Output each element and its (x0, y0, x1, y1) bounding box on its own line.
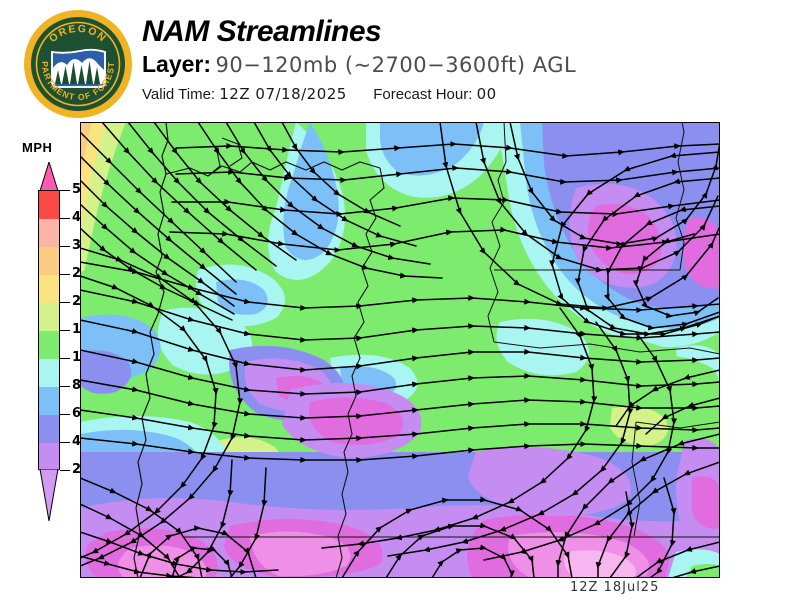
colorbar-tick-15 (60, 330, 70, 331)
colorbar-tick-8 (60, 386, 70, 387)
colorbar-tick-30 (60, 246, 70, 247)
colorbar-band-30 (39, 247, 59, 275)
forecast-hour-label: Forecast Hour: (373, 86, 473, 103)
colorbar-band-15 (39, 331, 59, 359)
colorbar-top-arrow-svg (39, 160, 59, 192)
streamline-paths (80, 122, 720, 578)
colorbar-band-8 (39, 387, 59, 415)
colorbar-tick-label-6: 6 (72, 406, 82, 421)
colorbar-tick-20 (60, 302, 70, 303)
colorbar-tick-label-8: 8 (72, 378, 82, 393)
colorbar-wrap: 504030252015108642 (38, 160, 90, 532)
colorbar-band-6 (39, 415, 59, 443)
valid-time-value: 12Z 07/18/2025 (219, 85, 347, 103)
colorbar-bottom-arrow (38, 468, 60, 522)
page-header: OREGON DEPARTMENT OF FORESTRY NAM Stream… (0, 0, 800, 118)
colorbar-tick-50 (60, 190, 70, 191)
logo-seal-svg: OREGON DEPARTMENT OF FORESTRY (18, 0, 132, 118)
colorbar-tick-4 (60, 442, 70, 443)
colorbar-band-50 (39, 191, 59, 219)
map-border (80, 122, 720, 578)
colorbar-band-10 (39, 359, 59, 387)
colorbar-bottom-arrow-svg (39, 468, 59, 522)
forecast-hour-value: 00 (476, 85, 497, 103)
colorbar-band-40 (39, 219, 59, 247)
colorbar-tick-10 (60, 358, 70, 359)
colorbar-band-25 (39, 275, 59, 303)
valid-time-line: Valid Time: 12Z 07/18/2025 Forecast Hour… (142, 84, 576, 105)
page-title: NAM Streamlines (142, 15, 382, 48)
colorbar-bands (38, 190, 60, 471)
colorbar-tick-40 (60, 218, 70, 219)
title-block: NAM Streamlines Layer: 90−120mb (~2700−3… (142, 14, 576, 105)
colorbar-tick-25 (60, 274, 70, 275)
streamline-map[interactable] (80, 122, 720, 578)
colorbar-tick-2 (60, 470, 70, 471)
colorbar-tick-label-2: 2 (72, 462, 82, 477)
colorbar-band-4 (39, 443, 59, 471)
layer-value: 90−120mb (~2700−3600ft) AGL (215, 53, 577, 77)
streamline-map-svg (80, 122, 720, 578)
colorbar-title: MPH (22, 140, 53, 155)
timestamp-stamp: 12Z 18Jul25 (570, 580, 660, 595)
colorbar-legend: MPH 504030252015108642 (10, 140, 90, 540)
colorbar-tick-label-4: 4 (72, 434, 82, 449)
valid-time-label: Valid Time: (142, 86, 216, 103)
layer-line: Layer: 90−120mb (~2700−3600ft) AGL (142, 51, 576, 81)
oregon-dept-forestry-logo: OREGON DEPARTMENT OF FORESTRY (18, 0, 134, 120)
colorbar-top-arrow (38, 160, 60, 192)
colorbar-band-20 (39, 303, 59, 331)
colorbar-tick-6 (60, 414, 70, 415)
layer-label: Layer: (142, 51, 212, 77)
